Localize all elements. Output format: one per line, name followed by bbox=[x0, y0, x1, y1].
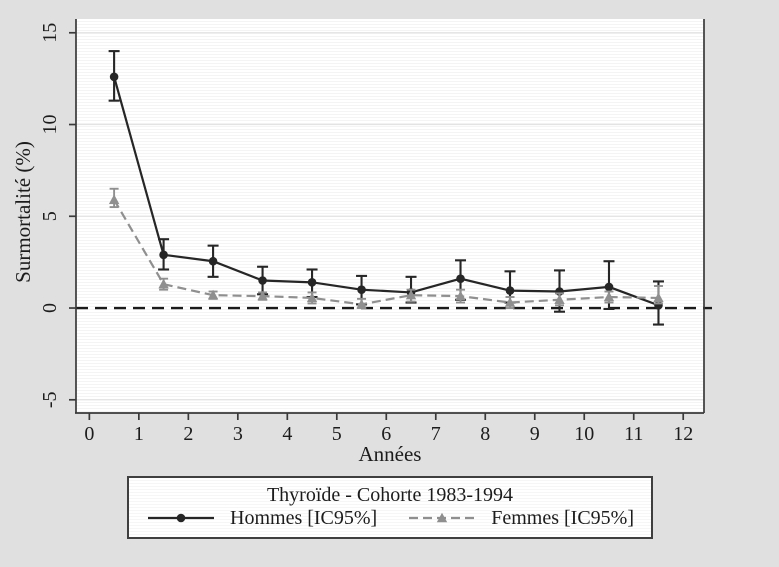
hommes-marker-icon bbox=[307, 278, 317, 287]
hommes-marker-icon bbox=[109, 72, 119, 82]
x-axis-title: Années bbox=[359, 442, 422, 466]
femmes-marker-icon bbox=[653, 292, 664, 303]
y-tick-label: 5 bbox=[39, 211, 61, 221]
x-tick-label: 8 bbox=[480, 423, 490, 445]
femmes-marker-icon bbox=[603, 291, 615, 302]
x-tick-label: 7 bbox=[431, 423, 441, 445]
x-tick-label: 1 bbox=[134, 423, 144, 445]
legend-item-hommes: Hommes [IC95%] bbox=[146, 507, 377, 529]
hommes-marker-icon bbox=[208, 256, 218, 266]
y-tick-label: 10 bbox=[39, 115, 61, 135]
x-tick-label: 6 bbox=[381, 423, 391, 445]
x-tick-label: 5 bbox=[332, 423, 342, 445]
y-tick-label: 15 bbox=[39, 23, 61, 43]
femmes-marker-icon bbox=[257, 290, 268, 301]
femmes-marker-icon bbox=[108, 194, 120, 204]
legend-label-femmes: Femmes [IC95%] bbox=[491, 507, 634, 529]
legend-title: Thyroïde - Cohorte 1983-1994 bbox=[266, 484, 514, 506]
y-axis-title: Surmortalité (%) bbox=[11, 141, 35, 283]
x-tick-label: 2 bbox=[183, 423, 193, 445]
y-tick-label: 0 bbox=[39, 303, 61, 313]
legend: Thyroïde - Cohorte 1983-1994 Hommes [IC9… bbox=[127, 476, 653, 539]
y-tick-label: -5 bbox=[39, 391, 61, 408]
legend-marker-icon bbox=[437, 512, 448, 523]
femmes-marker-icon bbox=[356, 298, 367, 309]
hommes-marker-icon bbox=[258, 276, 267, 285]
hommes-marker-icon bbox=[456, 274, 465, 283]
hommes-line-sample-icon bbox=[148, 513, 215, 523]
legend-item-femmes: Femmes [IC95%] bbox=[407, 507, 634, 529]
hommes-marker-icon bbox=[604, 282, 614, 292]
femmes-marker-icon bbox=[554, 294, 565, 304]
femmes-marker-icon bbox=[455, 290, 466, 301]
x-tick-label: 9 bbox=[530, 423, 540, 445]
x-tick-label: 3 bbox=[233, 423, 243, 445]
femmes-line-sample-icon bbox=[409, 512, 476, 523]
series-line-femmes bbox=[113, 199, 659, 306]
femmes-marker-icon bbox=[405, 289, 417, 300]
x-tick-label: 0 bbox=[84, 423, 94, 445]
hommes-marker-icon bbox=[357, 285, 366, 294]
femmes-marker-icon bbox=[207, 289, 219, 300]
legend-label-hommes: Hommes [IC95%] bbox=[230, 507, 378, 529]
x-tick-label: 4 bbox=[282, 423, 292, 445]
x-tick-label: 11 bbox=[624, 423, 643, 445]
femmes-marker-icon bbox=[306, 292, 318, 303]
legend-marker-icon bbox=[176, 513, 186, 523]
series-line-hommes bbox=[113, 76, 659, 307]
hommes-marker-icon bbox=[505, 286, 515, 295]
femmes-marker-icon bbox=[158, 278, 169, 289]
legend-items: Hommes [IC95%] Femmes [IC95%] bbox=[137, 507, 643, 529]
x-tick-label: 12 bbox=[673, 423, 693, 445]
hommes-marker-icon bbox=[159, 250, 168, 260]
femmes-marker-icon bbox=[504, 297, 516, 307]
x-tick-label: 10 bbox=[574, 423, 594, 445]
